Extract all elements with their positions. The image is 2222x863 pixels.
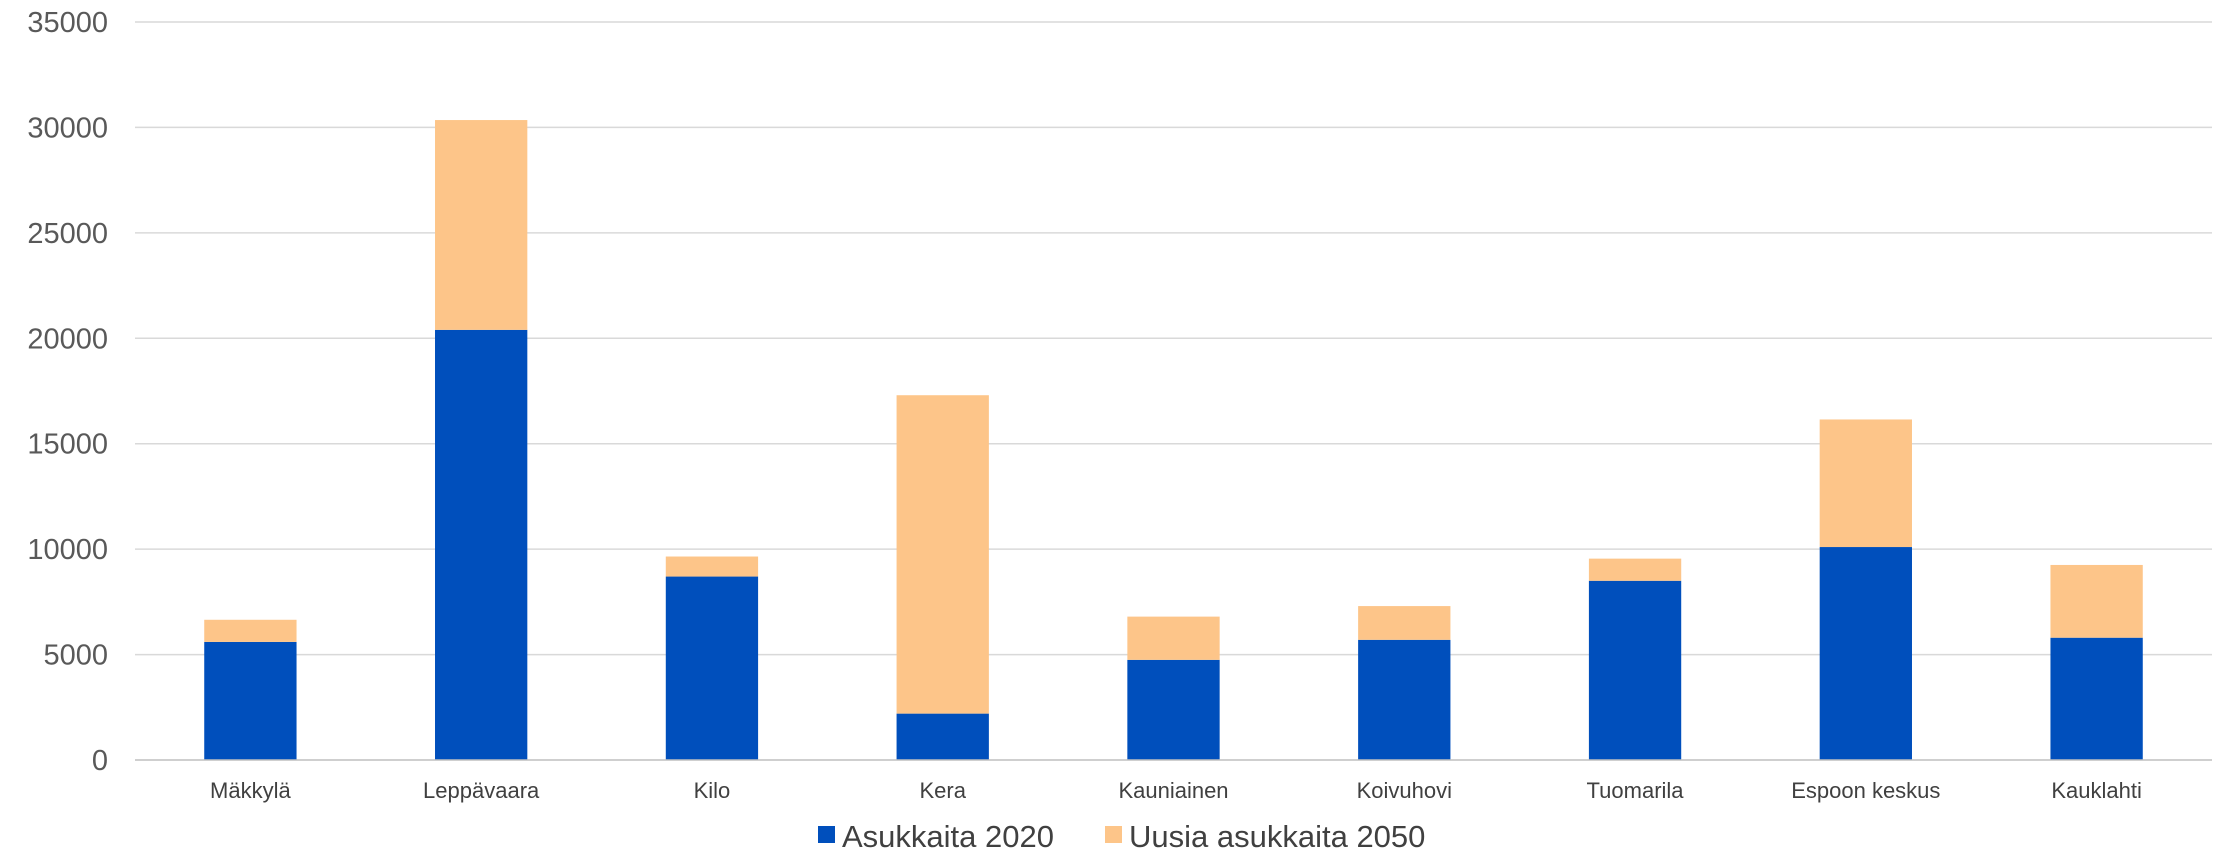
- bar-asukkaita-2020: [1358, 639, 1451, 760]
- x-tick-label: Kera: [919, 778, 966, 803]
- x-tick-label: Kauniainen: [1118, 778, 1228, 803]
- legend-label: Asukkaita 2020: [842, 819, 1054, 854]
- legend-swatch: [818, 826, 835, 843]
- bar-uusia-asukkaita-2050: [1819, 419, 1912, 548]
- legend: Asukkaita 2020 Uusia asukkaita 2050: [818, 819, 1425, 854]
- bar-asukkaita-2020: [1588, 580, 1682, 760]
- y-tick-label: 10000: [27, 534, 108, 566]
- bar-uusia-asukkaita-2050: [435, 120, 528, 330]
- x-tick-label: Leppävaara: [423, 778, 540, 803]
- y-tick-label: 25000: [27, 218, 108, 250]
- x-tick-label: Espoon keskus: [1791, 778, 1940, 803]
- y-tick-label: 5000: [43, 640, 108, 672]
- bar-uusia-asukkaita-2050: [1588, 558, 1682, 581]
- bar-uusia-asukkaita-2050: [204, 619, 297, 642]
- x-axis-tick-labels: Mäkkylä Leppävaara Kilo Kera Kauniainen Koivu…: [210, 778, 2142, 803]
- legend-label: Uusia asukkaita 2050: [1129, 819, 1425, 854]
- bars: [204, 120, 2143, 760]
- bar-uusia-asukkaita-2050: [1127, 616, 1220, 660]
- bar-asukkaita-2020: [1127, 659, 1220, 760]
- bar-asukkaita-2020: [1819, 547, 1912, 760]
- y-tick-label: 35000: [27, 7, 108, 39]
- y-tick-label: 30000: [27, 112, 108, 144]
- x-tick-label: Kilo: [694, 778, 731, 803]
- x-tick-label: Mäkkylä: [210, 778, 291, 803]
- bar-asukkaita-2020: [896, 713, 989, 760]
- legend-swatch: [1105, 826, 1122, 843]
- y-axis-tick-labels: 0 5000 10000 15000 20000 25000 30000 35000: [27, 7, 108, 777]
- y-tick-label: 15000: [27, 429, 108, 461]
- bar-asukkaita-2020: [665, 576, 759, 760]
- bar-asukkaita-2020: [435, 329, 528, 760]
- y-tick-label: 20000: [27, 323, 108, 355]
- x-tick-label: Koivuhovi: [1357, 778, 1452, 803]
- bar-uusia-asukkaita-2050: [1358, 606, 1451, 640]
- bar-uusia-asukkaita-2050: [665, 556, 759, 577]
- x-tick-label: Kauklahti: [2051, 778, 2142, 803]
- y-tick-label: 0: [92, 745, 108, 777]
- bar-uusia-asukkaita-2050: [896, 395, 989, 714]
- x-tick-label: Tuomarila: [1587, 778, 1685, 803]
- bar-uusia-asukkaita-2050: [2050, 564, 2143, 638]
- bar-asukkaita-2020: [204, 641, 297, 760]
- bar-asukkaita-2020: [2050, 637, 2143, 760]
